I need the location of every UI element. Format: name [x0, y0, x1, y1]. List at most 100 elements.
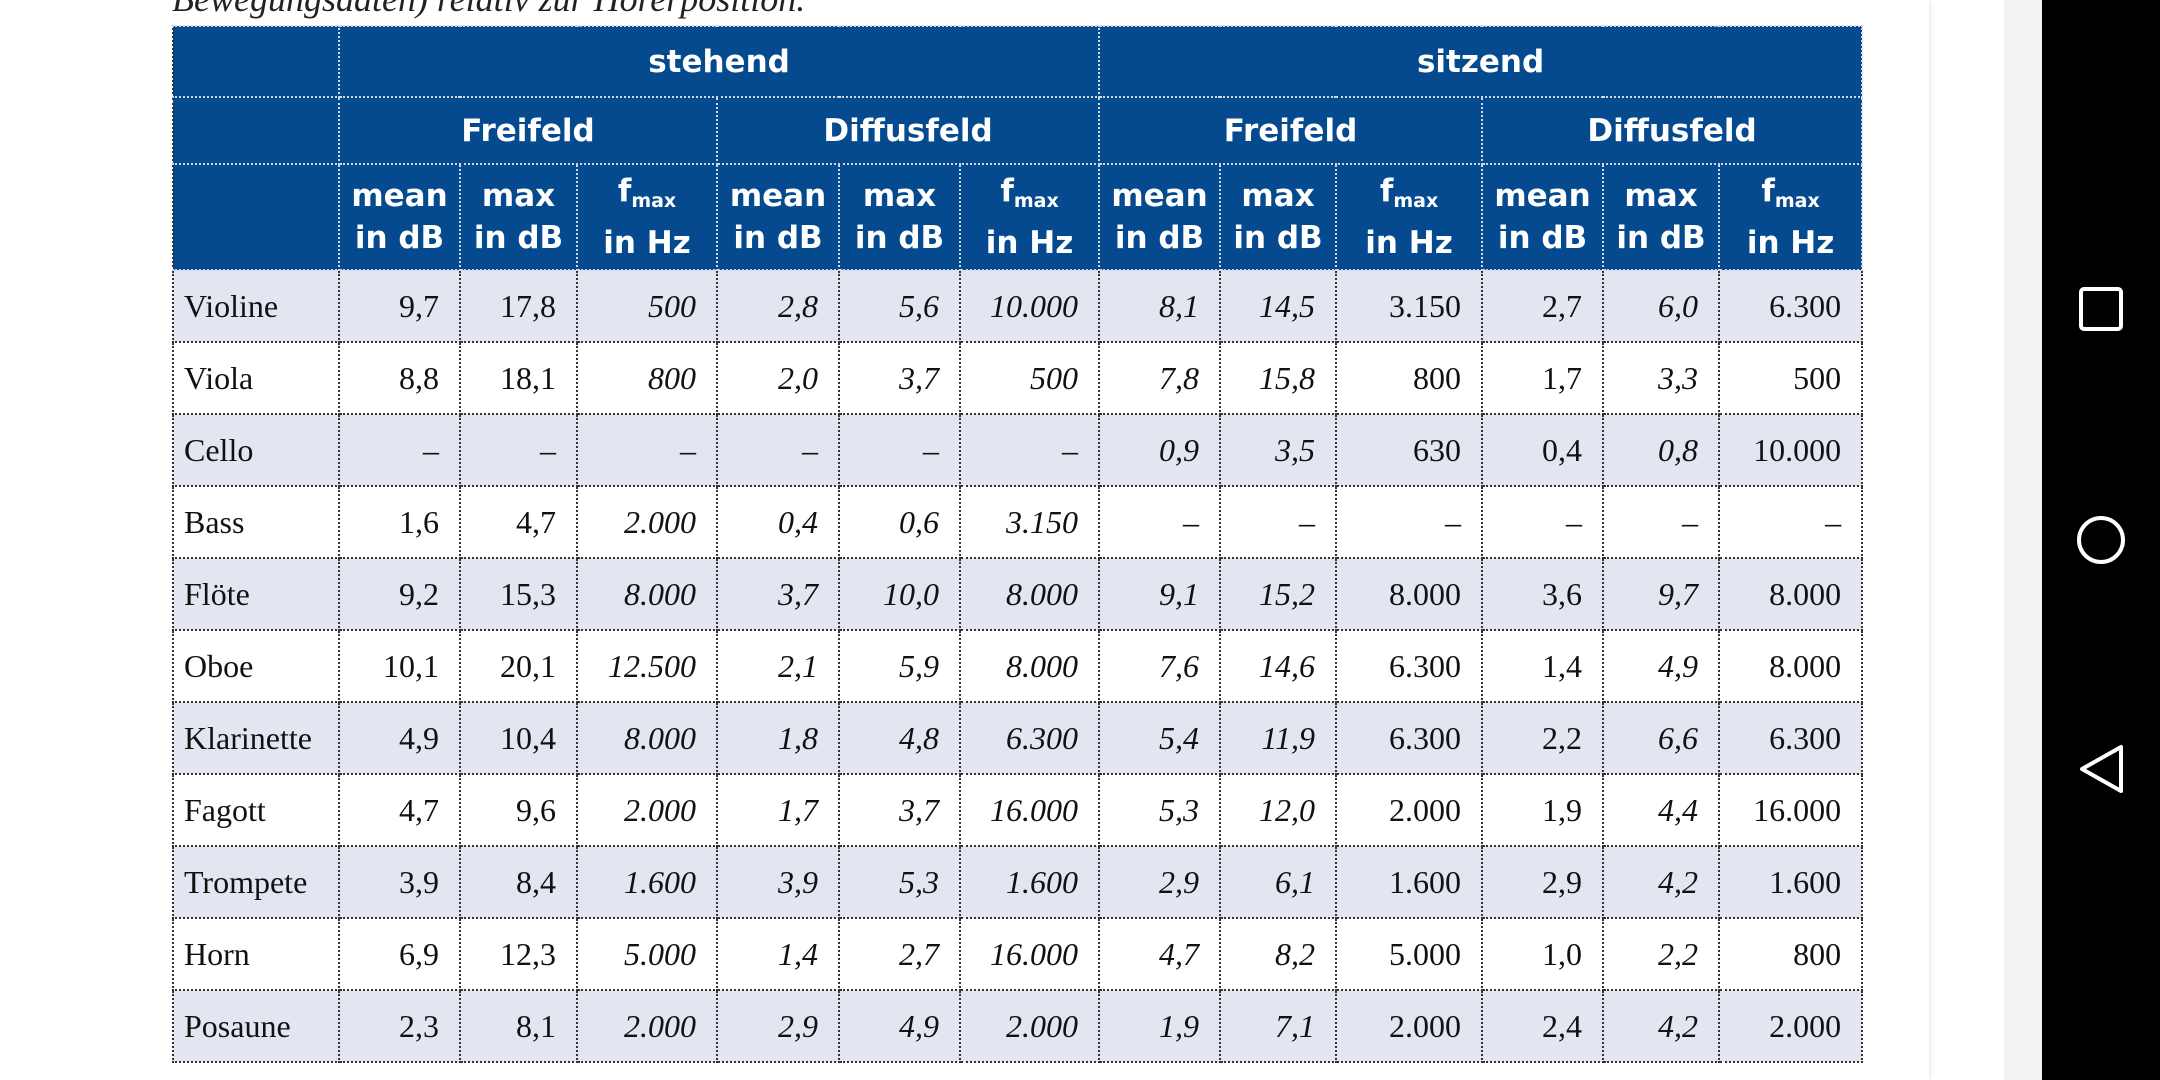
value-cell: 1,4 — [1481, 629, 1605, 703]
value-cell: 12,3 — [459, 917, 578, 991]
data-row: Violine 9,7 17,8 500 2,8 5,6 10.000 8,1 14,5 3.15… — [172, 269, 1864, 343]
value-cell: 6,0 — [1602, 269, 1721, 343]
value-cell: – — [459, 413, 578, 487]
value-cell: 0,6 — [838, 485, 961, 559]
document-card: Bewegungsdaten) relativ zur Hörerpositio… — [172, 0, 1864, 1063]
value-cell: 8.000 — [576, 701, 718, 775]
column-header: mean in dB — [1481, 163, 1605, 271]
column-unit: in dB — [1114, 220, 1205, 256]
header-row: stehend sitzend — [172, 25, 1864, 98]
value-cell: 500 — [576, 269, 718, 343]
value-cell: 9,6 — [459, 773, 578, 847]
header-corner — [172, 96, 340, 165]
value-cell: – — [838, 413, 961, 487]
value-cell: 12.500 — [576, 629, 718, 703]
value-cell: 2,2 — [1602, 917, 1721, 991]
group-header: stehend — [337, 25, 1101, 98]
column-header: fmax in Hz — [1335, 163, 1484, 271]
recents-button[interactable] — [2079, 287, 2123, 331]
column-header: mean in dB — [716, 163, 840, 271]
data-row: Viola 8,8 18,1 800 2,0 3,7 500 7,8 15,8 800 1,7 3,3… — [172, 341, 1864, 415]
value-cell: 6,1 — [1219, 845, 1338, 919]
data-row: Horn 6,9 12,3 5.000 1,4 2,7 16.000 4,7 8,2 5.000 1… — [172, 917, 1864, 991]
column-unit: in dB — [1497, 220, 1588, 256]
value-cell: 1,7 — [1481, 341, 1605, 415]
instrument-name: Horn — [172, 917, 340, 991]
column-unit: in Hz — [1746, 225, 1835, 261]
header-corner — [172, 25, 340, 98]
header-corner — [172, 163, 340, 271]
field-header: Diffusfeld — [1481, 96, 1864, 165]
value-cell: 4,9 — [338, 701, 461, 775]
value-cell: 8.000 — [1718, 629, 1864, 703]
value-cell: 2,7 — [838, 917, 961, 991]
value-cell: 4,2 — [1602, 989, 1721, 1063]
field-header: Diffusfeld — [715, 96, 1101, 165]
data-table: stehend sitzend Freifeld Diffusfeld Freifeld… — [172, 25, 1864, 1063]
table-body: stehend sitzend Freifeld Diffusfeld Freifeld… — [172, 25, 1864, 1063]
value-cell: 5,4 — [1098, 701, 1222, 775]
column-name: max — [862, 178, 937, 214]
instrument-name: Oboe — [172, 629, 340, 703]
value-cell: 9,1 — [1098, 557, 1222, 631]
header-row: mean in dB max in dB fmax in Hz mean in dB max in… — [172, 163, 1864, 271]
field-header: Freifeld — [338, 96, 718, 165]
navigation-bar — [2042, 0, 2160, 1080]
value-cell: 4,9 — [838, 989, 961, 1063]
value-cell: 500 — [1718, 341, 1864, 415]
value-cell: 8.000 — [958, 557, 1101, 631]
back-button[interactable] — [2080, 745, 2123, 793]
value-cell: 1,9 — [1098, 989, 1222, 1063]
value-cell: – — [1481, 485, 1605, 559]
value-cell: 6.300 — [1718, 701, 1864, 775]
value-cell: 2.000 — [576, 773, 718, 847]
value-cell: 3,5 — [1219, 413, 1338, 487]
column-name: mean — [729, 178, 827, 214]
caption: Bewegungsdaten) relativ zur Hörerpositio… — [172, 0, 805, 20]
column-subscript: max — [1013, 190, 1059, 212]
value-cell: 8.000 — [1718, 557, 1864, 631]
value-cell: 2,3 — [338, 989, 461, 1063]
data-row: Cello – – – – – –0,9 3,5 630 0,4 0,8 10.000 — [172, 413, 1864, 487]
value-cell: 3,9 — [716, 845, 840, 919]
value-cell: 10.000 — [1718, 413, 1864, 487]
column-unit: in dB — [354, 220, 445, 256]
value-cell: 2,9 — [716, 989, 840, 1063]
value-cell: 3,7 — [716, 557, 840, 631]
value-cell: 6.300 — [1335, 701, 1484, 775]
data-row: Flöte 9,2 15,3 8.000 3,7 10,0 8.000 9,1 15,2 8.00… — [172, 557, 1864, 631]
column-name: mean — [1494, 178, 1591, 214]
value-cell: 18,1 — [459, 341, 578, 415]
home-button[interactable] — [2077, 516, 2125, 564]
column-unit: in dB — [733, 220, 823, 256]
value-cell: 3,7 — [838, 773, 961, 847]
instrument-name: Klarinette — [172, 701, 340, 775]
value-cell: 1,7 — [716, 773, 840, 847]
column-header: max in dB — [459, 163, 578, 271]
value-cell: 4,2 — [1602, 845, 1721, 919]
value-cell: 2.000 — [576, 989, 718, 1063]
value-cell: – — [1219, 485, 1338, 559]
value-cell: 2,2 — [1481, 701, 1605, 775]
column-name: max — [481, 178, 556, 214]
value-cell: 1,8 — [716, 701, 840, 775]
column-subscript: max — [1393, 190, 1439, 212]
instrument-name: Fagott — [172, 773, 340, 847]
value-cell: 1.600 — [1718, 845, 1864, 919]
column-unit: in Hz — [603, 225, 691, 261]
value-cell: 0,8 — [1602, 413, 1721, 487]
column-unit: in Hz — [985, 225, 1074, 261]
column-name: f — [1000, 173, 1014, 209]
column-unit: in dB — [1616, 220, 1706, 256]
value-cell: – — [1335, 485, 1484, 559]
value-cell: 8,8 — [338, 341, 461, 415]
value-cell: 2.000 — [1335, 773, 1484, 847]
value-cell: 2.000 — [1335, 989, 1484, 1063]
value-cell: – — [576, 413, 718, 487]
column-unit: in dB — [473, 220, 564, 256]
value-cell: 8.000 — [1335, 557, 1484, 631]
column-header: fmax in Hz — [958, 163, 1101, 271]
value-cell: 15,8 — [1219, 341, 1338, 415]
value-cell: 6.300 — [1718, 269, 1864, 343]
value-cell: 1.600 — [576, 845, 718, 919]
